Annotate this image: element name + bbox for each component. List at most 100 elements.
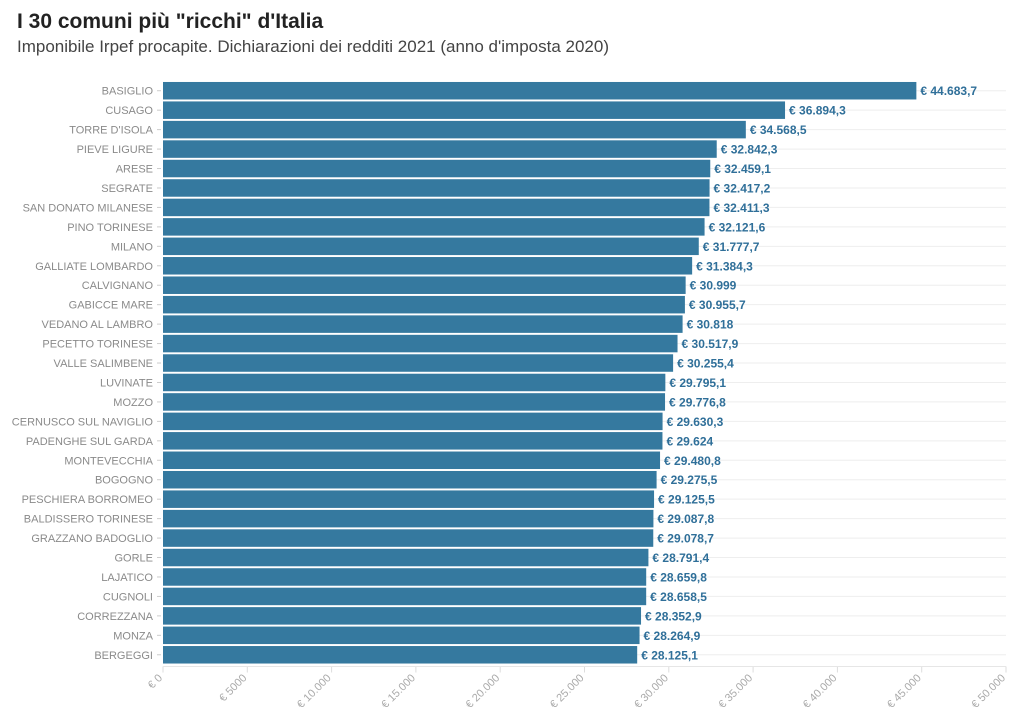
- category-label: TORRE D'ISOLA: [69, 125, 153, 137]
- x-tick-label: € 35.000: [716, 672, 755, 711]
- bar: [163, 257, 693, 275]
- category-label: PADENGHE SUL GARDA: [26, 436, 154, 448]
- bar: [163, 237, 699, 256]
- bar: [163, 607, 642, 625]
- value-label: € 29.630,3: [667, 415, 724, 429]
- chart-title: I 30 comuni più "ricchi" d'Italia: [17, 10, 324, 33]
- bar: [163, 218, 705, 236]
- bar: [163, 179, 710, 197]
- category-label: MONZA: [113, 630, 153, 642]
- bar: [163, 432, 663, 450]
- x-tick-label: € 40.000: [801, 672, 840, 711]
- bar: [163, 315, 683, 333]
- value-label: € 32.459,1: [714, 162, 771, 176]
- bar: [163, 81, 917, 100]
- bar: [163, 548, 649, 567]
- x-tick-label: € 0: [146, 672, 165, 691]
- bar: [163, 470, 657, 489]
- x-tick-label: € 50.000: [969, 672, 1008, 711]
- category-label: CERNUSCO SUL NAVIGLIO: [12, 416, 154, 428]
- value-label: € 29.078,7: [657, 532, 714, 546]
- category-label: GORLE: [114, 553, 153, 565]
- value-label: € 29.125,5: [658, 493, 715, 507]
- bar: [163, 120, 746, 139]
- value-label: € 32.121,6: [709, 220, 766, 234]
- bar: [163, 140, 717, 158]
- bar: [163, 159, 711, 178]
- category-label: MONTEVECCHIA: [64, 455, 153, 467]
- bar: [163, 393, 666, 411]
- category-label: CALVIGNANO: [82, 280, 154, 292]
- category-label: VALLE SALIMBENE: [54, 358, 153, 370]
- x-tick-label: € 30.000: [632, 672, 671, 711]
- bar: [163, 451, 661, 470]
- category-label: MOZZO: [113, 397, 153, 409]
- value-label: € 32.842,3: [721, 143, 778, 157]
- x-tick-label: € 25.000: [548, 672, 587, 711]
- value-label: € 28.125,1: [641, 648, 698, 662]
- category-label: BASIGLIO: [102, 86, 154, 98]
- category-label: PINO TORINESE: [67, 222, 153, 234]
- x-tick-label: € 45.000: [885, 672, 924, 711]
- bar: [163, 354, 674, 372]
- value-label: € 30.955,7: [689, 298, 746, 312]
- bar: [163, 587, 647, 606]
- bar: [163, 295, 685, 314]
- value-label: € 28.791,4: [652, 551, 709, 565]
- x-tick-label: € 5000: [217, 672, 249, 704]
- category-label: GRAZZANO BADOGLIO: [31, 533, 153, 545]
- value-label: € 29.795,1: [669, 376, 726, 390]
- bar: [163, 373, 666, 392]
- category-label: CUSAGO: [105, 105, 153, 117]
- bar: [163, 626, 640, 645]
- bar: [163, 334, 678, 353]
- value-label: € 44.683,7: [920, 84, 977, 98]
- category-label: LAJATICO: [101, 572, 153, 584]
- category-label: CORREZZANA: [77, 611, 153, 623]
- category-label: GALLIATE LOMBARDO: [35, 261, 153, 273]
- bar: [163, 276, 686, 294]
- value-label: € 28.352,9: [645, 609, 702, 623]
- category-label: ARESE: [116, 164, 153, 176]
- bar: [163, 646, 638, 664]
- value-label: € 28.264,9: [644, 629, 701, 643]
- value-label: € 30.999: [690, 279, 737, 293]
- chart-subtitle: Imponibile Irpef procapite. Dichiarazion…: [17, 37, 609, 56]
- category-label: BOGOGNO: [95, 475, 154, 487]
- category-label: VEDANO AL LAMBRO: [42, 319, 154, 331]
- category-label: PECETTO TORINESE: [42, 339, 153, 351]
- bar: [163, 568, 647, 586]
- category-label: PESCHIERA BORROMEO: [22, 494, 154, 506]
- x-tick-label: € 10.000: [295, 672, 334, 711]
- value-label: € 29.480,8: [664, 454, 721, 468]
- value-label: € 31.777,7: [703, 240, 760, 254]
- bar: [163, 412, 663, 431]
- value-label: € 29.776,8: [669, 395, 726, 409]
- value-label: € 30.818: [687, 318, 734, 332]
- category-label: CUGNOLI: [103, 591, 153, 603]
- category-label: GABICCE MARE: [69, 300, 153, 312]
- category-label: BALDISSERO TORINESE: [24, 514, 153, 526]
- category-label: BERGEGGI: [94, 650, 153, 662]
- value-label: € 29.087,8: [657, 512, 714, 526]
- category-label: PIEVE LIGURE: [77, 144, 153, 156]
- category-label: SAN DONATO MILANESE: [23, 202, 153, 214]
- bar: [163, 509, 654, 528]
- value-label: € 28.659,8: [650, 570, 707, 584]
- value-label: € 30.517,9: [682, 337, 739, 351]
- category-label: SEGRATE: [101, 183, 153, 195]
- value-label: € 30.255,4: [677, 357, 734, 371]
- value-label: € 29.624: [666, 434, 713, 448]
- value-label: € 31.384,3: [696, 259, 753, 273]
- x-tick-label: € 15.000: [379, 672, 418, 711]
- value-label: € 32.411,3: [713, 201, 769, 215]
- value-label: € 28.658,5: [650, 590, 707, 604]
- category-label: LUVINATE: [100, 377, 153, 389]
- bar: [163, 198, 710, 217]
- value-label: € 29.275,5: [661, 473, 718, 487]
- value-label: € 32.417,2: [714, 181, 771, 195]
- bar: [163, 101, 786, 119]
- category-label: MILANO: [111, 241, 154, 253]
- value-label: € 34.568,5: [750, 123, 807, 137]
